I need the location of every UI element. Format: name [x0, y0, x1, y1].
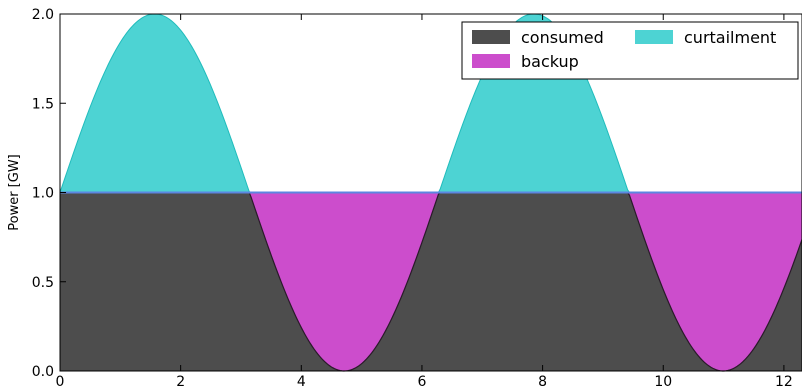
x-tick-label: 6: [417, 374, 426, 390]
x-tick-label: 2: [176, 374, 185, 390]
area-layer: [60, 14, 802, 371]
legend-label-consumed: consumed: [521, 28, 604, 47]
line-layer: [59, 13, 802, 372]
legend-label-curtailment: curtailment: [684, 28, 776, 47]
legend-swatch-curtailment: [635, 30, 673, 44]
x-tick-label: 4: [297, 374, 306, 390]
legend-label-backup: backup: [521, 52, 579, 71]
y-tick-label: 1.0: [32, 186, 54, 202]
curtailment-area: [60, 14, 802, 193]
x-axis-ticks: 0 2 4 6 8 10 12: [56, 14, 793, 390]
x-tick-label: 0: [56, 374, 65, 390]
x-tick-label: 10: [654, 374, 672, 390]
consumed-area: [60, 192, 802, 371]
y-tick-label: 1.5: [32, 96, 54, 112]
legend-swatch-consumed: [472, 30, 510, 44]
legend-box: [461, 21, 799, 80]
x-tick-label: 8: [538, 374, 547, 390]
y-axis-label: Power [GW]: [7, 154, 22, 231]
legend-swatch-backup: [472, 54, 510, 68]
y-axis-ticks: 0.0 0.5 1.0 1.5 2.0: [32, 7, 66, 380]
y-tick-label: 0.5: [32, 275, 54, 291]
y-tick-label: 2.0: [32, 7, 54, 23]
legend: consumed backup curtailment: [461, 21, 799, 80]
backup-area: [60, 192, 802, 371]
x-tick-label: 12: [775, 374, 793, 390]
y-tick-label: 0.0: [32, 364, 54, 380]
